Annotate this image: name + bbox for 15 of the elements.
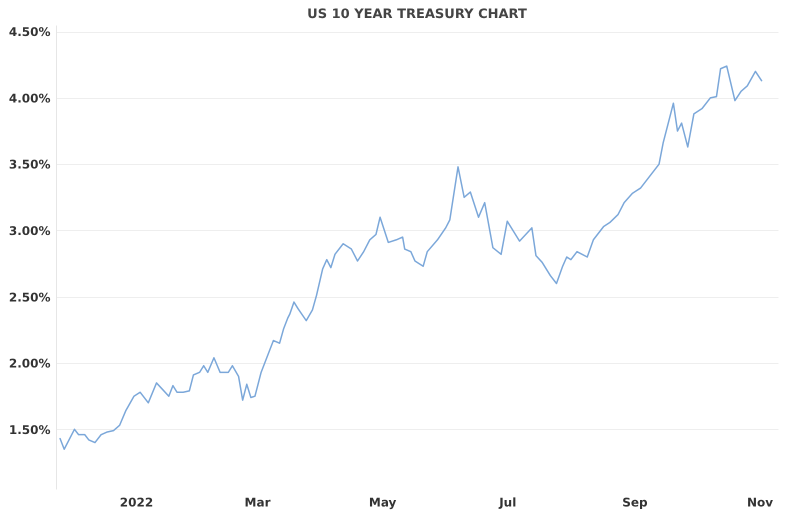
y-tick-label: 3.50% <box>8 158 50 172</box>
y-tick-label: 4.50% <box>8 25 50 40</box>
y-tick-label: 1.50% <box>8 422 50 437</box>
x-tick-label: Mar <box>244 496 271 510</box>
y-tick-label: 3.00% <box>8 224 50 238</box>
chart-title: US 10 YEAR TREASURY CHART <box>307 7 527 22</box>
x-tick-label: 2022 <box>120 496 154 510</box>
y-tick-label: 4.00% <box>8 91 50 106</box>
x-tick-label: Sep <box>622 496 648 510</box>
line-series <box>59 65 762 450</box>
x-tick-label: Jul <box>498 496 516 510</box>
y-tick-label: 2.00% <box>8 356 50 371</box>
y-tick-label: 2.50% <box>8 290 50 304</box>
x-tick-label: Nov <box>746 496 774 510</box>
x-tick-label: May <box>368 496 397 510</box>
